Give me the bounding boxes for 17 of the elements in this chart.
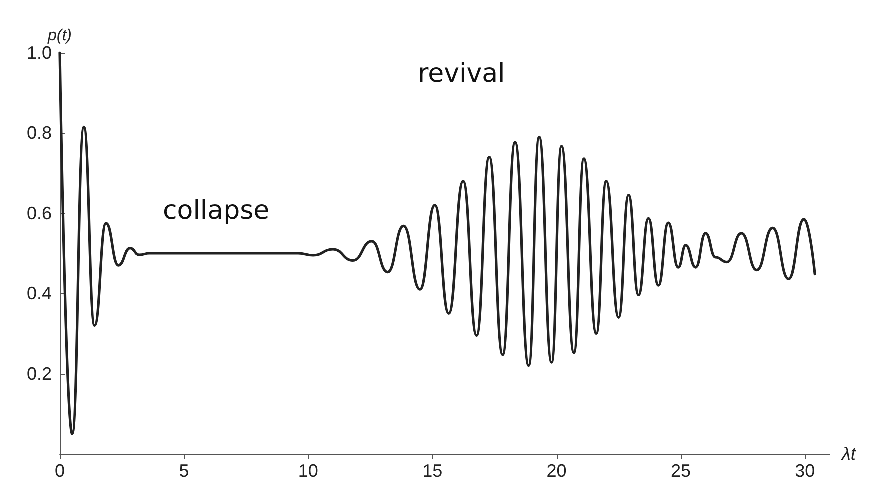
y-axis-title: p(t) [47, 28, 72, 45]
x-tick-label: 25 [670, 461, 691, 481]
x-axis-title: λt [841, 444, 857, 464]
x-tick-label: 0 [54, 461, 66, 481]
x-tick-label: 20 [546, 461, 567, 481]
x-tick-label: 30 [795, 461, 816, 481]
y-tick-label: 0.8 [26, 123, 52, 144]
annotation: revival [418, 59, 506, 89]
y-tick-label: 0.4 [26, 284, 52, 304]
line-series [58, 52, 816, 436]
y-tick-label: 1.0 [26, 43, 52, 63]
x-tick-label: 15 [422, 461, 443, 481]
annotation: collapse [163, 196, 270, 226]
x-tick-label: 10 [298, 461, 318, 481]
y-tick-label: 0.6 [26, 203, 52, 224]
y-tick-label: 0.2 [26, 364, 52, 384]
x-tick-label: 5 [179, 461, 190, 481]
